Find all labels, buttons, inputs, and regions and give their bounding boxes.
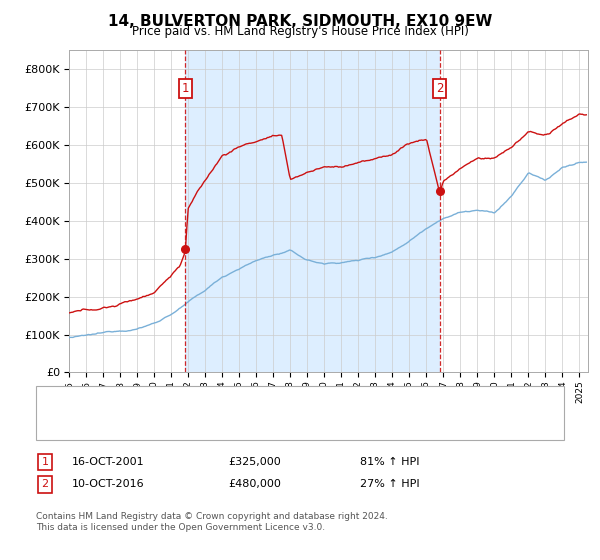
Text: 14, BULVERTON PARK, SIDMOUTH, EX10 9EW: 14, BULVERTON PARK, SIDMOUTH, EX10 9EW — [108, 14, 492, 29]
Bar — [185, 50, 440, 372]
Text: 14, BULVERTON PARK, SIDMOUTH, EX10 9EW (detached house): 14, BULVERTON PARK, SIDMOUTH, EX10 9EW (… — [93, 396, 440, 407]
Text: HPI: Average price, detached house, East Devon: HPI: Average price, detached house, East… — [93, 419, 358, 430]
Text: £325,000: £325,000 — [228, 457, 281, 467]
Text: Contains HM Land Registry data © Crown copyright and database right 2024.
This d: Contains HM Land Registry data © Crown c… — [36, 512, 388, 532]
Text: 81% ↑ HPI: 81% ↑ HPI — [360, 457, 419, 467]
Text: 16-OCT-2001: 16-OCT-2001 — [72, 457, 145, 467]
Text: 2: 2 — [436, 82, 443, 95]
Text: 2: 2 — [41, 479, 49, 489]
Text: 10-OCT-2016: 10-OCT-2016 — [72, 479, 145, 489]
Text: 1: 1 — [181, 82, 189, 95]
Text: Price paid vs. HM Land Registry's House Price Index (HPI): Price paid vs. HM Land Registry's House … — [131, 25, 469, 38]
Text: 27% ↑ HPI: 27% ↑ HPI — [360, 479, 419, 489]
Text: £480,000: £480,000 — [228, 479, 281, 489]
Text: 1: 1 — [41, 457, 49, 467]
